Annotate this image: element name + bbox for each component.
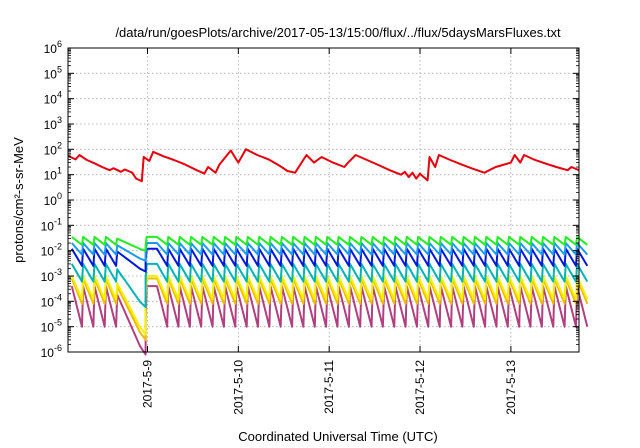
y-tick-label: 102 <box>44 140 62 157</box>
series-line <box>70 262 589 308</box>
x-tick-label: 2017-5-13 <box>504 360 518 415</box>
y-tick-label: 100 <box>44 191 62 208</box>
series-line <box>71 242 589 262</box>
series-layer <box>67 148 589 356</box>
y-tick-label: 105 <box>44 64 62 81</box>
y-tick-label: 10-4 <box>41 292 62 309</box>
x-axis-ticks: 2017-5-9 2017-5-10 2017-5-11 2017-5-12 2017-… <box>140 48 518 415</box>
y-tick-label: 10-2 <box>41 242 62 259</box>
y-axis-label: protons/cm²-s-sr-MeV <box>11 137 26 263</box>
series-line <box>70 247 589 273</box>
y-tick-label: 101 <box>44 166 62 183</box>
series-line <box>70 275 589 336</box>
x-tick-label: 2017-5-11 <box>322 360 336 414</box>
series-line <box>67 148 580 183</box>
y-tick-label: 10-6 <box>41 343 62 360</box>
chart-title: /data/run/goesPlots/archive/2017-05-13/1… <box>115 25 561 40</box>
y-tick-label: 104 <box>44 90 62 107</box>
y-axis-ticks: 10-6 10-5 10-4 10-3 10-2 10-1 100 101 102 103 104 1… <box>41 39 579 360</box>
series-line <box>71 235 588 252</box>
y-tick-label: 10-3 <box>41 267 62 284</box>
y-tick-label: 10-5 <box>41 318 62 335</box>
series-line <box>70 285 589 356</box>
series-line <box>70 277 589 341</box>
y-tick-label: 106 <box>44 39 62 56</box>
x-axis-label: Coordinated Universal Time (UTC) <box>238 429 437 444</box>
x-tick-label: 2017-5-12 <box>413 360 427 415</box>
x-tick-label: 2017-5-10 <box>231 360 245 415</box>
y-tick-label: 10-1 <box>41 216 62 233</box>
x-tick-label: 2017-5-9 <box>140 360 154 408</box>
y-tick-label: 103 <box>44 115 62 132</box>
